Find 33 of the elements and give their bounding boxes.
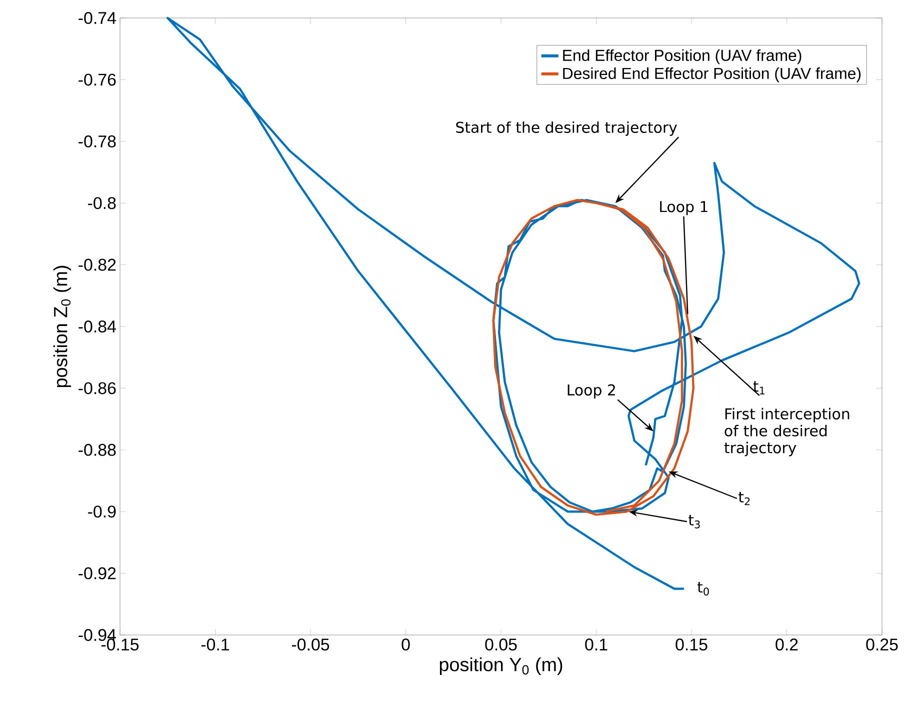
y-tick-label: -0.92 (78, 567, 116, 580)
annotation: t$_{3}$ (688, 514, 700, 528)
annotation: Loop 1 (660, 201, 708, 216)
x-tick-label: 0.25 (866, 638, 898, 651)
annotation: First interception of the desired trajectory (724, 408, 850, 456)
annotation: t$_{1}$ (753, 381, 764, 394)
x-tick-label: 0 (402, 638, 410, 651)
y-tick-label: -0.8 (88, 197, 116, 210)
annotation: t$_{2}$ (738, 492, 750, 506)
x-tick-label: 0.2 (776, 638, 798, 651)
x-tick-label: 0.15 (676, 638, 708, 651)
annotation: Start of the desired trajectory (456, 121, 677, 136)
y-tick-label: -0.74 (78, 12, 116, 24)
x-tick-label: 0.05 (485, 638, 517, 651)
line-series (492, 198, 695, 516)
x-tick-label: -0.15 (101, 638, 139, 651)
annotation: Loop 2 (568, 384, 615, 398)
y-tick-label: -0.84 (78, 320, 116, 332)
x-tick-label: -0.05 (292, 638, 330, 651)
y-tick-label: -0.86 (78, 382, 116, 394)
x-tick-label: 0.1 (585, 638, 608, 651)
y-axis-title: position Z$_{0}$ (m) (53, 266, 72, 388)
annotation: t$_{0}$ (697, 582, 709, 596)
y-tick-label: -0.94 (78, 629, 116, 642)
x-axis-title: position Y$_{0}$ (m) (440, 657, 562, 675)
legend-label: Desired End Effector Position (UAV frame) (563, 67, 861, 82)
y-tick-label: -0.78 (78, 135, 116, 148)
y-tick-label: -0.76 (78, 74, 116, 86)
y-tick-label: -0.88 (78, 444, 116, 456)
y-tick-label: -0.82 (78, 258, 116, 271)
legend-label: End Effector Position (UAV frame) (563, 49, 802, 64)
y-tick-label: -0.9 (88, 506, 116, 518)
x-tick-label: -0.1 (201, 638, 230, 651)
